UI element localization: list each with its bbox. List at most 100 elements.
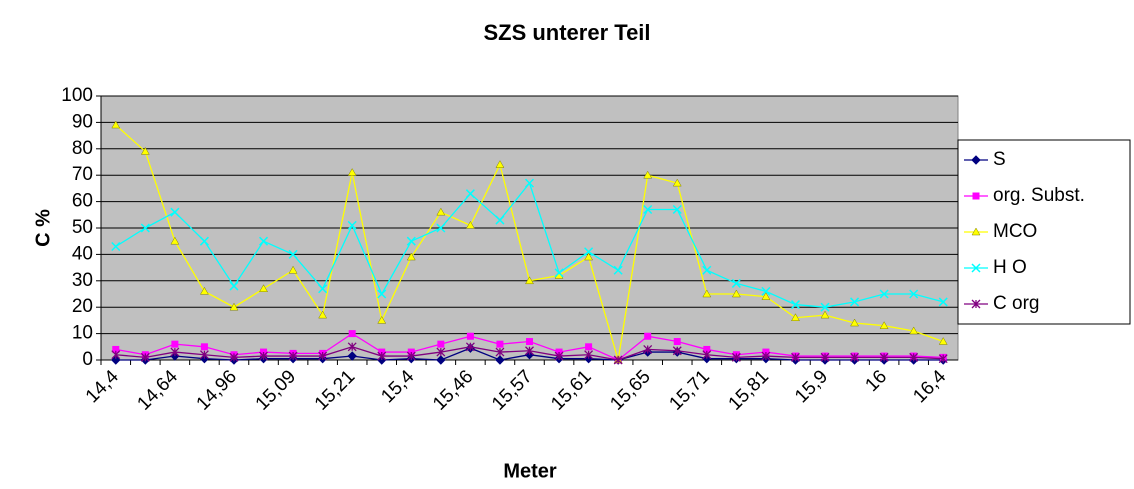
data-point	[702, 265, 712, 275]
data-point	[171, 340, 179, 348]
data-point	[111, 120, 121, 129]
data-point	[938, 354, 948, 364]
data-point	[731, 289, 741, 298]
data-point	[495, 215, 505, 225]
data-point	[200, 343, 208, 351]
data-point	[436, 347, 446, 357]
data-point	[318, 284, 328, 294]
data-point	[348, 330, 356, 338]
y-tick-label: 50	[72, 217, 93, 238]
legend-label: org. Subst.	[993, 185, 1085, 206]
data-point	[879, 352, 889, 362]
data-point	[140, 352, 150, 362]
y-tick-label: 40	[72, 243, 93, 264]
x-tick-label: 15,9	[791, 366, 832, 407]
y-tick-label: 30	[72, 270, 93, 291]
data-point	[938, 337, 948, 345]
x-tick-label: 15,65	[606, 366, 654, 414]
data-point	[584, 247, 594, 257]
x-tick-label: 15,57	[488, 366, 536, 414]
data-point	[347, 351, 357, 361]
x-tick-label: 15,71	[665, 366, 713, 414]
data-point	[466, 332, 474, 340]
data-point	[199, 350, 209, 360]
data-point	[140, 223, 150, 233]
data-point	[347, 342, 357, 352]
data-point	[850, 297, 860, 307]
data-point	[761, 286, 771, 296]
data-point	[170, 347, 180, 357]
data-point	[673, 338, 681, 346]
legend-marker	[972, 192, 980, 200]
data-point	[465, 220, 475, 229]
data-point	[791, 352, 800, 362]
data-point	[820, 352, 830, 362]
data-point	[437, 340, 445, 348]
data-point	[850, 352, 860, 362]
data-point	[170, 236, 180, 245]
data-point	[377, 351, 387, 361]
data-point	[111, 241, 121, 252]
data-point	[406, 236, 416, 246]
x-tick-label: 15,81	[725, 366, 773, 414]
data-point	[672, 346, 682, 356]
data-point	[613, 265, 623, 275]
data-point	[850, 318, 859, 327]
data-point	[761, 292, 771, 300]
data-point	[820, 302, 830, 312]
data-point	[495, 355, 505, 365]
data-point	[703, 345, 711, 353]
y-tick-label: 80	[72, 138, 93, 159]
y-tick-label: 0	[82, 349, 93, 370]
x-tick-label: 14,96	[193, 366, 241, 414]
data-point	[731, 352, 741, 362]
data-point	[199, 236, 209, 246]
data-point	[377, 289, 387, 299]
data-point	[406, 252, 416, 261]
data-point	[525, 276, 534, 285]
data-point	[702, 350, 712, 360]
data-point	[318, 351, 328, 361]
data-point	[525, 346, 534, 356]
data-point	[644, 332, 652, 340]
data-point	[879, 321, 889, 329]
data-point	[643, 204, 653, 215]
x-axis-title: Meter	[503, 460, 557, 482]
data-point	[229, 352, 239, 362]
y-tick-label: 10	[72, 323, 93, 344]
data-point	[672, 204, 682, 215]
data-point	[495, 160, 505, 168]
data-point	[465, 189, 475, 199]
data-point	[170, 207, 180, 217]
x-tick-label: 15,46	[429, 366, 477, 414]
data-point	[585, 343, 593, 351]
data-point	[111, 350, 121, 360]
data-point	[140, 146, 150, 155]
x-tick-label: 16	[861, 366, 891, 396]
data-point	[229, 281, 239, 291]
data-point	[790, 300, 800, 310]
legend-label: S	[993, 149, 1006, 170]
x-tick-label: 15,09	[252, 366, 300, 414]
data-point	[554, 351, 564, 361]
chart-title: SZS unterer Teil	[483, 20, 650, 45]
y-tick-label: 70	[72, 164, 93, 185]
data-point	[909, 326, 919, 335]
data-point	[436, 207, 446, 216]
y-tick-label: 60	[72, 191, 93, 212]
data-point	[613, 355, 623, 365]
data-point	[288, 265, 298, 274]
x-tick-label: 14,64	[133, 366, 182, 415]
data-point	[259, 284, 268, 292]
data-point	[229, 302, 239, 311]
x-tick-label: 14,4	[82, 366, 123, 407]
y-tick-label: 20	[72, 296, 93, 317]
data-point	[288, 351, 298, 361]
data-point	[288, 249, 298, 259]
data-point	[259, 351, 268, 361]
data-point	[672, 178, 682, 187]
y-axis-title: C %	[32, 209, 54, 247]
data-point	[406, 351, 416, 361]
data-point	[702, 289, 712, 298]
